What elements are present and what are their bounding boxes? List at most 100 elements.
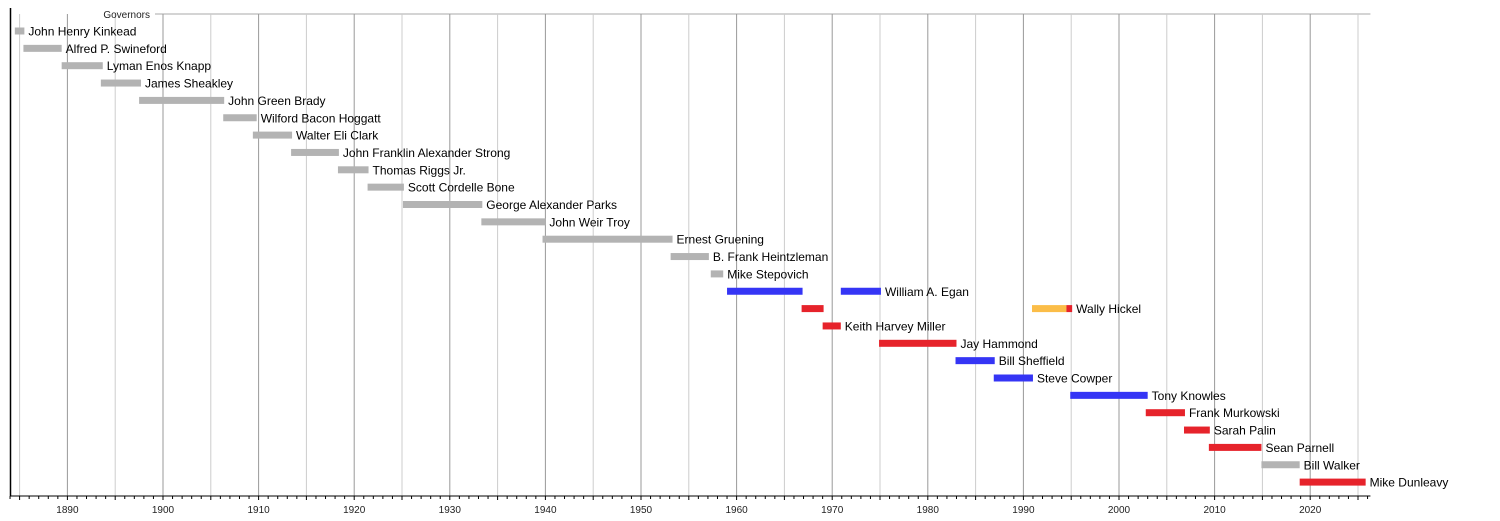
governor-row: Frank Murkowski [1145,406,1280,420]
x-axis: 1890 1900 1910 1920 1930 1940 1950 1960 1970 1980… [9,8,1371,516]
term-bar [61,62,103,70]
term-bar [402,201,483,208]
term-bar [822,322,841,330]
term-bar [223,114,257,122]
term-bar [670,253,709,261]
tick-label-2010: 2010 [1203,505,1226,516]
governor-row: William A. Egan [727,285,969,299]
governor-row: George Alexander Parks [402,198,617,212]
governor-row: James Sheakley [100,77,233,91]
term-bar [542,235,673,243]
governor-label: Bill Walker [1304,458,1360,472]
term-bar [252,131,293,139]
term-bar [1070,391,1148,399]
governor-label: Sarah Palin [1214,424,1276,438]
governor-label: Ernest Gruening [677,233,764,247]
governor-label: Thomas Riggs Jr. [373,163,466,177]
term-bar [481,218,546,226]
term-bar [337,166,369,174]
governor-label: Scott Cordelle Bone [408,181,515,195]
term-bar [993,374,1033,382]
term-bar [955,357,995,365]
governor-label: Wally Hickel [1076,302,1141,316]
tick-label-1900: 1900 [152,505,175,516]
tick-label-1910: 1910 [247,505,270,516]
governor-label: Keith Harvey Miller [845,319,946,333]
tick-label-1970: 1970 [821,505,844,516]
term-bar [1066,305,1073,313]
term-bar [1299,478,1366,486]
tick-label-2000: 2000 [1108,505,1131,516]
governor-row: Steve Cowper [993,372,1112,386]
term-bar [1261,461,1300,469]
governor-row: Jay Hammond [879,337,1038,351]
term-bar [840,287,881,295]
term-bar [100,79,142,87]
tick-label-1990: 1990 [1012,505,1035,516]
governor-label: John Franklin Alexander Strong [343,146,510,160]
governor-row: Thomas Riggs Jr. [337,163,466,177]
governor-row: John Weir Troy [481,215,630,229]
term-bar [291,148,339,156]
governor-row: John Green Brady [139,94,326,108]
bars: John Henry Kinkead Alfred P. Swineford Lym… [14,25,1449,490]
tick-label-1960: 1960 [725,505,748,516]
governor-label: Bill Sheffield [999,354,1065,368]
governor-row: Sarah Palin [1184,424,1276,438]
governor-label: Mike Dunleavy [1370,476,1449,490]
term-bar [801,305,824,313]
governor-label: Alfred P. Swineford [66,42,167,56]
tick-label-2020: 2020 [1299,505,1322,516]
governor-row: Bill Sheffield [955,354,1065,368]
governor-label: John Henry Kinkead [28,25,136,39]
governor-row: Sean Parnell [1208,441,1334,455]
tick-label-1920: 1920 [343,505,366,516]
governor-label: Walter Eli Clark [296,129,379,143]
governor-row: Mike Dunleavy [1299,476,1449,490]
tick-label-1890: 1890 [56,505,79,516]
governor-label: Frank Murkowski [1189,406,1280,420]
term-bar [23,44,62,52]
term-bar [14,27,25,35]
governor-row: Tony Knowles [1070,389,1226,403]
governor-label: Jay Hammond [960,337,1037,351]
governor-label: Sean Parnell [1265,441,1334,455]
governor-label: Lyman Enos Knapp [107,59,212,73]
term-bar [710,270,724,278]
term-bar [1032,305,1067,313]
governor-row: Alfred P. Swineford [23,42,167,56]
governor-row: Walter Eli Clark [252,129,379,143]
governor-row: Bill Walker [1261,458,1360,472]
governor-label: Tony Knowles [1152,389,1226,403]
governor-label: George Alexander Parks [486,198,617,212]
grid [19,13,1371,496]
governor-label: John Weir Troy [549,215,629,229]
tick-label-1950: 1950 [630,505,653,516]
governor-row: John Henry Kinkead [14,25,136,39]
tick-label-1980: 1980 [917,505,940,516]
tick-label-1930: 1930 [439,505,462,516]
governor-label: Steve Cowper [1037,372,1112,386]
governor-label: James Sheakley [145,77,233,91]
governor-label: William A. Egan [885,285,969,299]
governor-row: John Franklin Alexander Strong [291,146,510,160]
governor-label: Mike Stepovich [727,267,808,281]
term-bar [1208,443,1262,451]
governor-row: Lyman Enos Knapp [61,59,212,73]
governor-row: Mike Stepovich [710,267,809,281]
governor-label: John Green Brady [228,94,325,108]
governor-label: Wilford Bacon Hoggatt [261,111,382,125]
chart-title: Governors [103,10,150,21]
governor-row: Ernest Gruening [542,233,764,247]
term-bar [727,287,803,295]
term-bar [139,96,225,104]
governor-row: Keith Harvey Miller [822,319,946,333]
term-bar [367,183,404,191]
governor-row: B. Frank Heintzleman [670,250,828,264]
term-bar [1145,409,1185,417]
term-bar [1184,426,1210,434]
governor-row: Wilford Bacon Hoggatt [223,111,381,125]
term-bar [879,339,957,347]
governor-row: Scott Cordelle Bone [367,181,515,195]
